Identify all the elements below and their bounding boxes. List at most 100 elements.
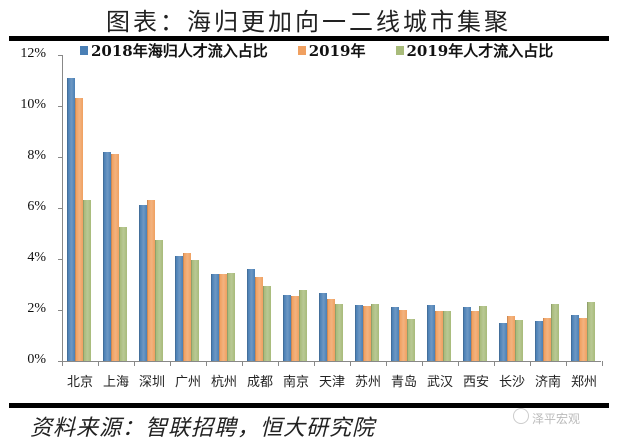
y-tick [58, 361, 62, 362]
x-tick-label: 杭州 [210, 375, 237, 390]
y-tick-label: 6% [27, 199, 46, 214]
bar [543, 317, 551, 361]
bar [319, 293, 327, 361]
x-tick [422, 361, 423, 366]
y-tick [58, 310, 62, 311]
watermark: 泽平宏观 [532, 412, 581, 426]
bar [283, 294, 291, 361]
bar [67, 77, 75, 361]
y-tick-label: 10% [20, 97, 46, 112]
x-tick-label: 长沙 [498, 375, 525, 390]
bar [83, 200, 91, 361]
x-tick [386, 361, 387, 366]
bar [407, 318, 415, 361]
x-tick [494, 361, 495, 366]
y-tick [58, 55, 62, 56]
bar [147, 200, 155, 361]
bar [155, 239, 163, 361]
x-tick [206, 361, 207, 366]
y-tick [58, 208, 62, 209]
bar [299, 289, 307, 361]
x-tick-label: 成都 [246, 375, 273, 390]
bar [551, 303, 559, 361]
x-tick [98, 361, 99, 366]
bar [119, 227, 127, 361]
bar [363, 306, 371, 361]
x-tick-label: 天津 [318, 375, 345, 390]
x-tick-label: 青岛 [390, 375, 417, 390]
bar [499, 322, 507, 361]
y-tick [58, 106, 62, 107]
y-tick-label: 2% [27, 301, 46, 316]
bar [507, 316, 515, 361]
bar [463, 307, 471, 361]
y-tick-label: 12% [20, 46, 46, 61]
legend-label: 2019年人才流入占比 [406, 42, 554, 60]
bar [571, 315, 579, 361]
x-tick [314, 361, 315, 366]
bar [219, 274, 227, 361]
y-tick [58, 157, 62, 158]
wechat-icon [513, 408, 529, 424]
y-axis [62, 55, 63, 362]
bar [391, 307, 399, 361]
legend: 2018年海归人才流入占比 2019年 2019年人才流入占比 [80, 40, 553, 61]
legend-label: 2019年 [308, 42, 366, 60]
bar [111, 154, 119, 361]
x-tick-label: 深圳 [138, 375, 165, 390]
x-tick-label: 广州 [174, 375, 201, 390]
x-tick [350, 361, 351, 366]
bar [427, 304, 435, 361]
bar [479, 306, 487, 361]
y-tick [58, 259, 62, 260]
bar [247, 269, 255, 361]
x-axis [62, 361, 601, 362]
bar [183, 252, 191, 361]
bar [175, 256, 183, 361]
x-tick [458, 361, 459, 366]
legend-label: 2018年海归人才流入占比 [91, 42, 268, 60]
bar [579, 317, 587, 361]
legend-item-series2: 2019年 [297, 40, 366, 61]
x-tick [602, 361, 603, 366]
x-tick-label: 苏州 [354, 375, 381, 390]
legend-item-series3: 2019年人才流入占比 [395, 40, 554, 61]
y-tick-label: 4% [27, 250, 46, 265]
bar [191, 260, 199, 361]
bar [211, 274, 219, 361]
bar [139, 205, 147, 361]
bar [435, 311, 443, 361]
x-tick [530, 361, 531, 366]
chart-title: 图表：海归更加向一二线城市集聚 [106, 8, 511, 36]
legend-item-series1: 2018年海归人才流入占比 [80, 40, 268, 61]
bottom-divider [9, 403, 609, 408]
x-tick [566, 361, 567, 366]
x-tick-label: 西安 [462, 375, 489, 390]
legend-swatch-orange [297, 46, 306, 55]
bar [227, 273, 235, 361]
x-tick-label: 郑州 [570, 375, 597, 390]
legend-swatch-blue [80, 46, 88, 55]
bar [75, 98, 83, 361]
x-tick [134, 361, 135, 366]
bar [263, 285, 271, 361]
bar [471, 311, 479, 361]
y-tick-label: 8% [27, 148, 46, 163]
bar [443, 311, 451, 361]
x-tick-label: 济南 [534, 375, 561, 390]
x-tick-label: 上海 [102, 375, 129, 390]
bar [371, 303, 379, 361]
x-tick [242, 361, 243, 366]
bar [327, 298, 335, 361]
bar [291, 295, 299, 361]
bar [535, 321, 543, 361]
bar [587, 302, 595, 361]
y-tick-label: 0% [27, 352, 46, 367]
x-tick [278, 361, 279, 366]
bar [335, 303, 343, 361]
x-tick-label: 南京 [282, 375, 309, 390]
bar [355, 304, 363, 361]
legend-swatch-green [395, 46, 404, 55]
top-divider [9, 36, 609, 41]
x-tick-label: 北京 [66, 375, 93, 390]
